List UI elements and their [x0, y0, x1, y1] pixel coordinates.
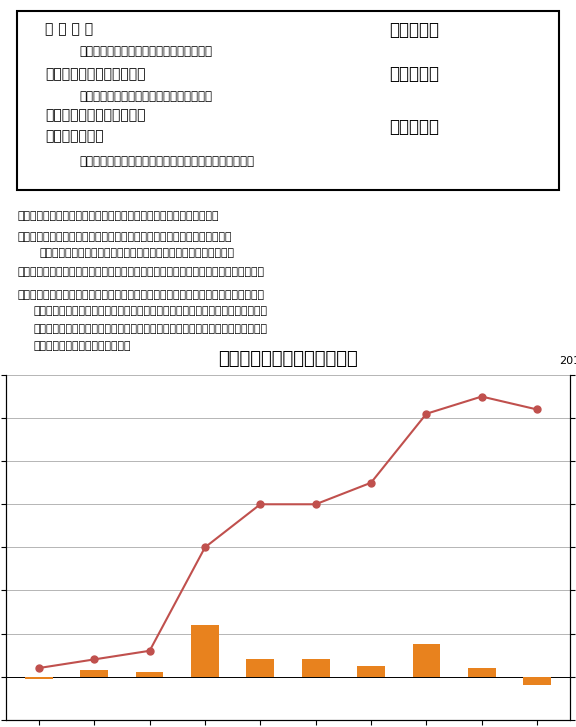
Text: 〇生鮮食品を除く総合指数: 〇生鮮食品を除く総合指数: [46, 68, 146, 81]
Title: 鳥取市消費者物価指数の推移: 鳥取市消費者物価指数の推移: [218, 350, 358, 368]
Bar: [357, 666, 385, 677]
Text: 資する観点から、平成２９年１月分以降、新指数として「生鮮食品及びエネルギ: 資する観点から、平成２９年１月分以降、新指数として「生鮮食品及びエネルギ: [34, 306, 268, 316]
Bar: [191, 625, 219, 677]
Text: を除く総合指数: を除く総合指数: [46, 129, 104, 142]
Text: １）指数値は、端数処理後（小数第２位を四捨五入）の数値である。: １）指数値は、端数処理後（小数第２位を四捨五入）の数値である。: [17, 212, 218, 221]
Bar: [523, 677, 551, 686]
Bar: [468, 668, 495, 677]
Text: ３）総務省統計局「小売物価統計調査」の調査票情報をもとに作成したものである。: ３）総務省統計局「小売物価統計調査」の調査票情報をもとに作成したものである。: [17, 267, 264, 277]
Bar: [81, 670, 108, 677]
Text: １０２．２: １０２．２: [389, 20, 439, 39]
Text: 〇生鮮食品及びエネルギー: 〇生鮮食品及びエネルギー: [46, 108, 146, 122]
FancyBboxPatch shape: [17, 11, 559, 190]
Bar: [25, 677, 53, 679]
Text: ４）消費者物価指数について、国（総務省）においては物価動向のより的確な把握に: ４）消費者物価指数について、国（総務省）においては物価動向のより的確な把握に: [17, 290, 264, 300]
Text: 前年比（－）０．７％（４年ぶりの下落）: 前年比（－）０．７％（４年ぶりの下落）: [79, 90, 212, 103]
Text: 前年比（－）０．４％（９年ぶりの下落）: 前年比（－）０．４％（９年ぶりの下落）: [79, 46, 212, 58]
Bar: [136, 672, 164, 677]
Text: 2015年＝100: 2015年＝100: [559, 355, 576, 365]
Text: 公表された指数値を用いて計算した値とは一致しない場合がある。: 公表された指数値を用いて計算した値とは一致しない場合がある。: [40, 248, 234, 257]
Text: １０１．７: １０１．７: [389, 118, 439, 135]
Text: 前年比（－）０．２％（前年比集計以降初めての下落）: 前年比（－）０．２％（前年比集計以降初めての下落）: [79, 156, 254, 169]
Text: １０１．５: １０１．５: [389, 65, 439, 84]
Text: ーを除く総合指数」を公表し、これに合わせて本県が毎月公表している資料につ: ーを除く総合指数」を公表し、これに合わせて本県が毎月公表している資料につ: [34, 324, 268, 334]
Text: いても新指数を採用しています。: いても新指数を採用しています。: [34, 341, 131, 351]
Bar: [247, 659, 274, 677]
Text: 総 合 指 数: 総 合 指 数: [46, 23, 93, 36]
Bar: [302, 659, 329, 677]
Text: ２）変化率、寄与度は、端数処理前の指数値を用いて計算しているため、: ２）変化率、寄与度は、端数処理前の指数値を用いて計算しているため、: [17, 232, 232, 242]
Bar: [412, 644, 440, 677]
